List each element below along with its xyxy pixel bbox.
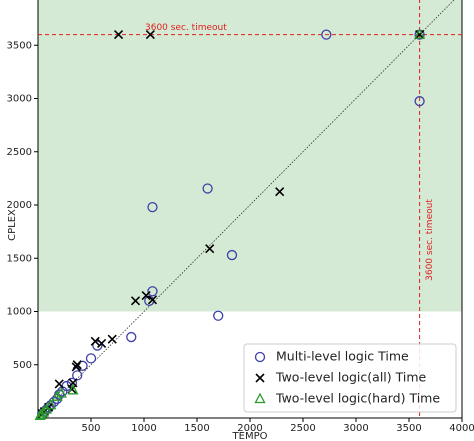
x-tick-label: 1500 <box>184 423 209 434</box>
point <box>45 398 57 410</box>
legend-marker <box>254 392 266 404</box>
legend-box <box>243 343 457 413</box>
point <box>226 249 238 261</box>
y-tick-label: 2000 <box>7 200 32 211</box>
annotation: 3600 sec. timeout <box>145 23 227 33</box>
point <box>34 409 46 421</box>
point <box>71 362 81 372</box>
annotation: 3600 sec. timeout <box>425 199 435 281</box>
x-tick-label: 2500 <box>290 423 315 434</box>
point <box>107 334 117 344</box>
point <box>97 338 107 349</box>
point <box>72 370 83 381</box>
point <box>126 331 137 343</box>
point <box>414 28 426 39</box>
legend: Multi-level logic Time Two-level logic(al… <box>243 343 457 413</box>
point <box>414 96 425 107</box>
y-axis-label: CPLEX <box>7 209 18 241</box>
shaded-region <box>38 0 462 312</box>
point <box>92 340 103 351</box>
point <box>55 387 67 398</box>
y-tick-label: 1500 <box>7 253 32 264</box>
y-tick-label: 500 <box>13 360 32 371</box>
point <box>213 310 224 321</box>
legend-label: Two-level logic(hard) Time <box>275 391 440 406</box>
point <box>147 201 158 213</box>
x-axis-label: TEMPO <box>232 431 268 441</box>
x-tick-label: 1000 <box>131 423 156 434</box>
point <box>147 295 158 305</box>
point <box>321 29 332 40</box>
legend-label: Multi-level logic Time <box>276 349 409 364</box>
point <box>141 290 151 301</box>
point <box>113 30 124 40</box>
y-tick-label: 3500 <box>7 40 32 51</box>
x-tick-label: 4000 <box>449 423 474 434</box>
x-tick-label: 500 <box>81 423 100 434</box>
legend-label: Two-level logic(all) Time <box>275 370 427 385</box>
point <box>202 183 213 194</box>
y-tick-label: 3000 <box>7 94 32 105</box>
x-tick-label: 3500 <box>396 423 421 434</box>
point <box>85 353 97 364</box>
point <box>90 336 100 346</box>
y-tick-label: 1000 <box>7 307 32 318</box>
legend-marker <box>255 373 265 383</box>
x-tick-label: 2000 <box>237 423 262 434</box>
diagonal <box>37 0 455 419</box>
point <box>51 390 63 401</box>
point <box>147 286 158 297</box>
y-tick-label: 2500 <box>7 147 32 158</box>
point <box>130 296 141 306</box>
point <box>145 30 155 40</box>
point <box>415 30 425 40</box>
x-tick-label: 3000 <box>343 423 368 434</box>
point <box>205 244 215 254</box>
point <box>67 383 79 395</box>
point <box>275 187 285 197</box>
point <box>54 379 64 389</box>
legend-marker <box>254 351 266 363</box>
